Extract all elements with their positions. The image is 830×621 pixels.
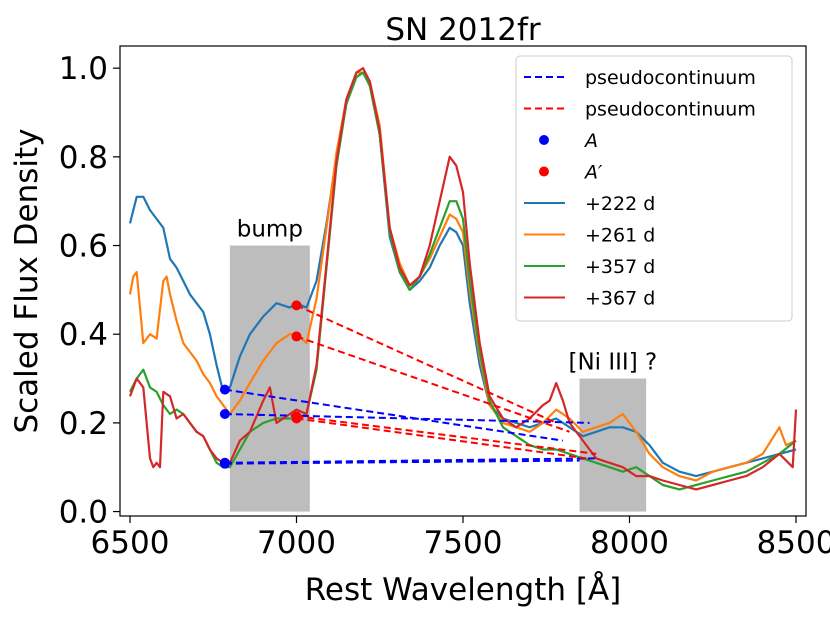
region-ni-iii: [579, 378, 647, 512]
x-axis-label: Rest Wavelength [Å]: [305, 572, 622, 608]
point-A-3: [219, 458, 230, 469]
pseudocontinuum-blue-2: [224, 457, 597, 464]
legend: pseudocontinuum pseudocontinuum A A′ +222 d +…: [515, 55, 793, 322]
x-axis-ticks: 6500 7000 7500 8000 8500: [91, 516, 830, 561]
point-A-prime-1: [291, 331, 302, 342]
point-A-prime-3: [291, 411, 302, 422]
shaded-regions: bump [Ni III] ?: [229, 217, 657, 512]
y-axis-ticks: 0.0 0.2 0.4 0.6 0.8 1.0: [59, 51, 120, 531]
y-tick-label-0: 0.0: [59, 495, 108, 531]
x-tick-label-8000: 8000: [590, 525, 669, 561]
region-bump: [229, 245, 310, 512]
legend-label-3: A′: [583, 162, 603, 184]
y-tick-label-3: 0.6: [59, 229, 108, 265]
pseudocontinuum-blue-1: [224, 413, 590, 424]
legend-label-5: +261 d: [585, 225, 655, 247]
y-tick-label-4: 0.8: [59, 140, 108, 176]
region-label-ni-iii: [Ni III] ?: [568, 350, 657, 376]
legend-label-7: +367 d: [585, 288, 655, 310]
y-tick-label-2: 0.4: [59, 317, 108, 353]
legend-label-0: pseudocontinuum: [585, 67, 756, 89]
legend-label-2: A: [583, 130, 598, 152]
y-tick-label-1: 0.2: [59, 406, 108, 442]
series-line-367d: [128, 67, 798, 491]
x-tick-label-7000: 7000: [257, 525, 336, 561]
x-tick-label-7500: 7500: [424, 525, 503, 561]
pseudocontinuum-red-3: [296, 415, 597, 455]
pseudocontinuum-blue-0: [224, 388, 564, 442]
chart-title: SN 2012fr: [385, 12, 541, 48]
anchor-points: [219, 300, 302, 469]
legend-symbol-3: [539, 166, 549, 177]
x-tick-label-8500: 8500: [757, 525, 830, 561]
pseudocontinuum-blue-3: [224, 459, 580, 465]
pseudocontinuum-red-2: [296, 417, 587, 460]
y-axis-label: Scaled Flux Density: [9, 128, 45, 433]
pseudocontinuum-red-0: [296, 304, 557, 424]
region-label-bump: bump: [237, 217, 303, 243]
point-A-prime-0: [291, 300, 302, 311]
pseudocontinuum-lines: [224, 304, 597, 465]
legend-label-4: +222 d: [585, 193, 655, 215]
legend-symbol-2: [539, 135, 549, 145]
y-tick-label-5: 1.0: [59, 51, 108, 87]
pseudocontinuum-red-1: [296, 335, 570, 433]
point-A-0: [219, 384, 230, 395]
legend-label-1: pseudocontinuum: [585, 99, 756, 121]
spectra-series: [128, 67, 798, 491]
legend-label-6: +357 d: [585, 256, 655, 278]
x-tick-label-6500: 6500: [91, 525, 170, 561]
point-A-1: [219, 409, 230, 420]
legend-box: [515, 55, 793, 322]
